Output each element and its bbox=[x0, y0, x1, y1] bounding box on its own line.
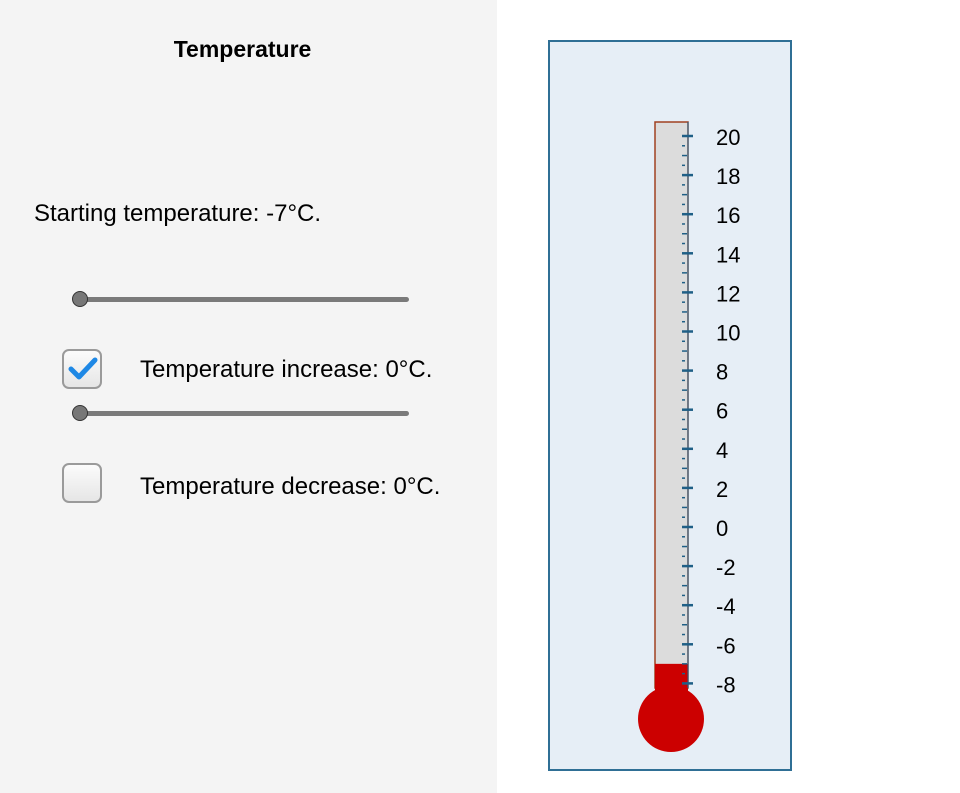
temperature-increase-label: Temperature increase: 0°C. bbox=[140, 356, 433, 383]
tick-label: 18 bbox=[716, 164, 740, 189]
thermometer-bulb bbox=[638, 686, 704, 752]
tick-label: 6 bbox=[716, 399, 728, 424]
tick-label: -2 bbox=[716, 555, 736, 580]
starting-temperature-slider[interactable] bbox=[72, 288, 409, 310]
temperature-increase-slider[interactable] bbox=[72, 402, 409, 424]
tick-label: 20 bbox=[716, 125, 740, 150]
tick-label: 2 bbox=[716, 477, 728, 502]
tick-label: -8 bbox=[716, 672, 736, 697]
slider-track[interactable] bbox=[80, 411, 409, 416]
tick-label: 8 bbox=[716, 360, 728, 385]
tick-label: 0 bbox=[716, 516, 728, 541]
tick-label: 14 bbox=[716, 242, 740, 267]
thermometer-tube bbox=[654, 121, 689, 689]
tick-label: 16 bbox=[716, 203, 740, 228]
panel-title: Temperature bbox=[173, 36, 312, 62]
slider-knob[interactable] bbox=[72, 291, 88, 307]
tick-label: 10 bbox=[716, 321, 740, 346]
slider-track[interactable] bbox=[80, 297, 409, 302]
controls-panel: Temperature Starting temperature: -7°C. … bbox=[0, 0, 497, 793]
starting-temperature-label: Starting temperature: -7°C. bbox=[34, 200, 322, 227]
tick-label: 12 bbox=[716, 281, 740, 306]
slider-knob[interactable] bbox=[72, 405, 88, 421]
tick-label: -6 bbox=[716, 633, 736, 658]
temperature-increase-checkbox[interactable] bbox=[62, 349, 102, 389]
temperature-decrease-label: Temperature decrease: 0°C. bbox=[140, 473, 441, 500]
checkmark-icon bbox=[68, 357, 98, 380]
tick-label: 4 bbox=[716, 438, 728, 463]
temperature-decrease-checkbox[interactable] bbox=[62, 463, 102, 503]
tick-label: -4 bbox=[716, 594, 736, 619]
